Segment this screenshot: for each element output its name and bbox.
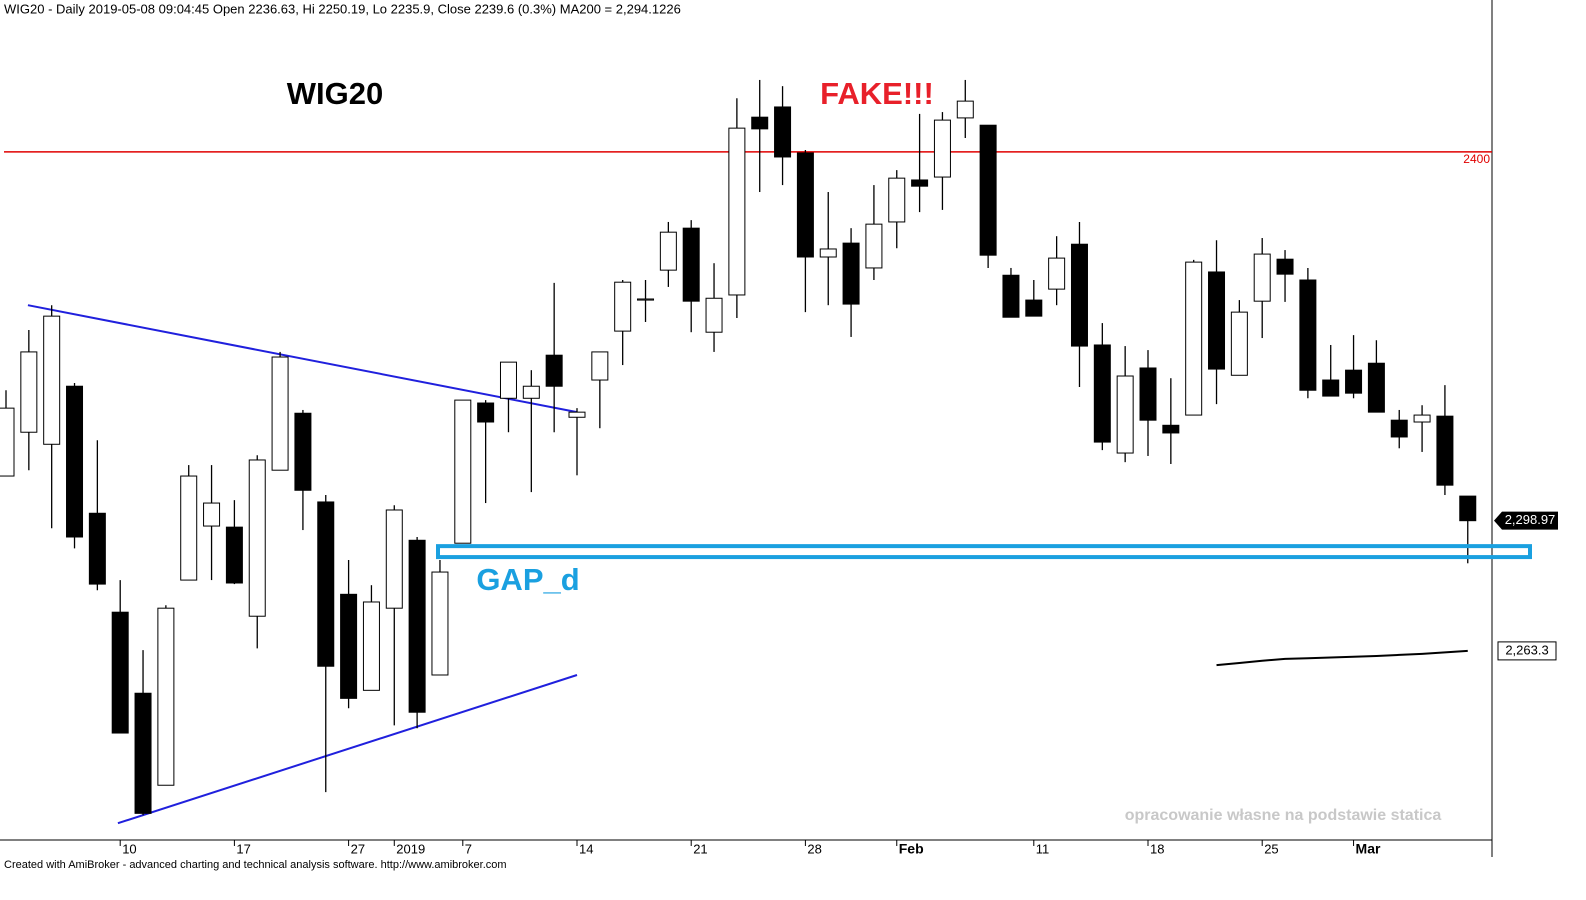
candle-body bbox=[43, 315, 61, 445]
candle-body bbox=[774, 106, 792, 158]
candle-body bbox=[933, 119, 951, 178]
x-tick-label: Feb bbox=[899, 841, 924, 857]
candle-body bbox=[271, 356, 289, 471]
x-tick-label: 28 bbox=[807, 841, 821, 856]
y-tick-label: 2400 bbox=[1463, 152, 1490, 166]
candle-body bbox=[1139, 367, 1157, 421]
candle-body bbox=[865, 223, 883, 269]
candle-body bbox=[637, 298, 655, 301]
candle-body bbox=[522, 385, 540, 399]
candle-body bbox=[1322, 379, 1340, 397]
candle-body bbox=[1002, 274, 1020, 318]
ma200-tag bbox=[1497, 641, 1557, 661]
candle-body bbox=[157, 607, 175, 786]
candle-body bbox=[499, 361, 517, 399]
candle-body bbox=[1253, 253, 1271, 302]
candle-body bbox=[362, 601, 380, 691]
candle-body bbox=[317, 501, 335, 667]
candle-body bbox=[1025, 299, 1043, 317]
candle-body bbox=[751, 116, 769, 130]
candle-body bbox=[956, 100, 974, 119]
candle-body bbox=[225, 526, 243, 584]
candle-body bbox=[477, 402, 495, 423]
x-tick-label: 10 bbox=[122, 841, 136, 856]
trend-line bbox=[27, 304, 578, 414]
candle-body bbox=[545, 354, 563, 387]
x-tick-label: 2019 bbox=[396, 841, 425, 856]
candle-body bbox=[294, 412, 312, 491]
candle-body bbox=[454, 399, 472, 544]
candle-body bbox=[1162, 424, 1180, 434]
x-tick-label: 14 bbox=[579, 841, 593, 856]
candle-body bbox=[1459, 495, 1477, 522]
candle-body bbox=[819, 248, 837, 258]
candle-body bbox=[842, 242, 860, 305]
candle-body bbox=[796, 152, 814, 258]
candle-body bbox=[66, 385, 84, 538]
candle-body bbox=[1345, 369, 1363, 394]
candle-body bbox=[431, 571, 449, 676]
x-tick-label: 18 bbox=[1150, 841, 1164, 856]
last-close-label: 2,298.97 bbox=[1505, 512, 1556, 527]
ma200-label: 2,263.3 bbox=[1505, 642, 1548, 657]
candle-body bbox=[1276, 258, 1294, 275]
x-tick-label: 17 bbox=[236, 841, 250, 856]
candle-body bbox=[1436, 415, 1454, 486]
candle-body bbox=[1230, 311, 1248, 376]
candle-body bbox=[682, 227, 700, 302]
footer: Created with AmiBroker - advanced charti… bbox=[4, 859, 507, 871]
candle-body bbox=[705, 297, 723, 333]
candle-body bbox=[1185, 261, 1203, 416]
candle-body bbox=[591, 351, 609, 381]
candle-body bbox=[1208, 271, 1226, 370]
x-tick-label: 27 bbox=[351, 841, 365, 856]
candle-body bbox=[340, 593, 358, 699]
candle-body bbox=[1093, 344, 1111, 443]
candle-body bbox=[248, 459, 266, 617]
candle-body bbox=[911, 179, 929, 187]
candle-body bbox=[659, 231, 677, 271]
x-tick-label: 25 bbox=[1264, 841, 1278, 856]
watermark: opracowanie własne na podstawie statica bbox=[1125, 807, 1442, 824]
candle-body bbox=[20, 351, 38, 433]
candle-body bbox=[385, 509, 403, 609]
candle-body bbox=[614, 281, 632, 332]
candle-body bbox=[1413, 414, 1431, 423]
gap-label: GAP_d bbox=[476, 562, 579, 597]
header: WIG20 - Daily 2019-05-08 09:04:45 Open 2… bbox=[4, 1, 681, 16]
x-tick-label: 21 bbox=[693, 841, 707, 856]
candle-body bbox=[568, 411, 586, 418]
candle-body bbox=[134, 692, 152, 814]
trend-line bbox=[117, 674, 578, 825]
candle-body bbox=[203, 502, 221, 527]
chart-title: WIG20 bbox=[287, 76, 383, 111]
candle-body bbox=[728, 127, 746, 296]
candle-body bbox=[888, 177, 906, 223]
gap-box bbox=[436, 544, 1532, 560]
candle-body bbox=[0, 407, 15, 477]
annotation: FAKE!!! bbox=[820, 76, 934, 111]
candle-body bbox=[979, 124, 997, 256]
candle-body bbox=[180, 475, 198, 581]
last-close-tag bbox=[1494, 511, 1558, 530]
x-tick-label: 11 bbox=[1036, 841, 1050, 856]
x-tick-label: Mar bbox=[1356, 841, 1381, 857]
ma200-line bbox=[1216, 649, 1468, 667]
candle-body bbox=[1367, 362, 1385, 413]
candle-body bbox=[1299, 279, 1317, 391]
candle-body bbox=[88, 512, 106, 585]
x-tick-label: 7 bbox=[465, 841, 472, 856]
candle-body bbox=[1390, 419, 1408, 438]
candle-body bbox=[1116, 375, 1134, 454]
candle-body bbox=[111, 611, 129, 734]
candle-body bbox=[408, 539, 426, 713]
candle-body bbox=[1048, 257, 1066, 290]
candle-body bbox=[1070, 243, 1088, 347]
